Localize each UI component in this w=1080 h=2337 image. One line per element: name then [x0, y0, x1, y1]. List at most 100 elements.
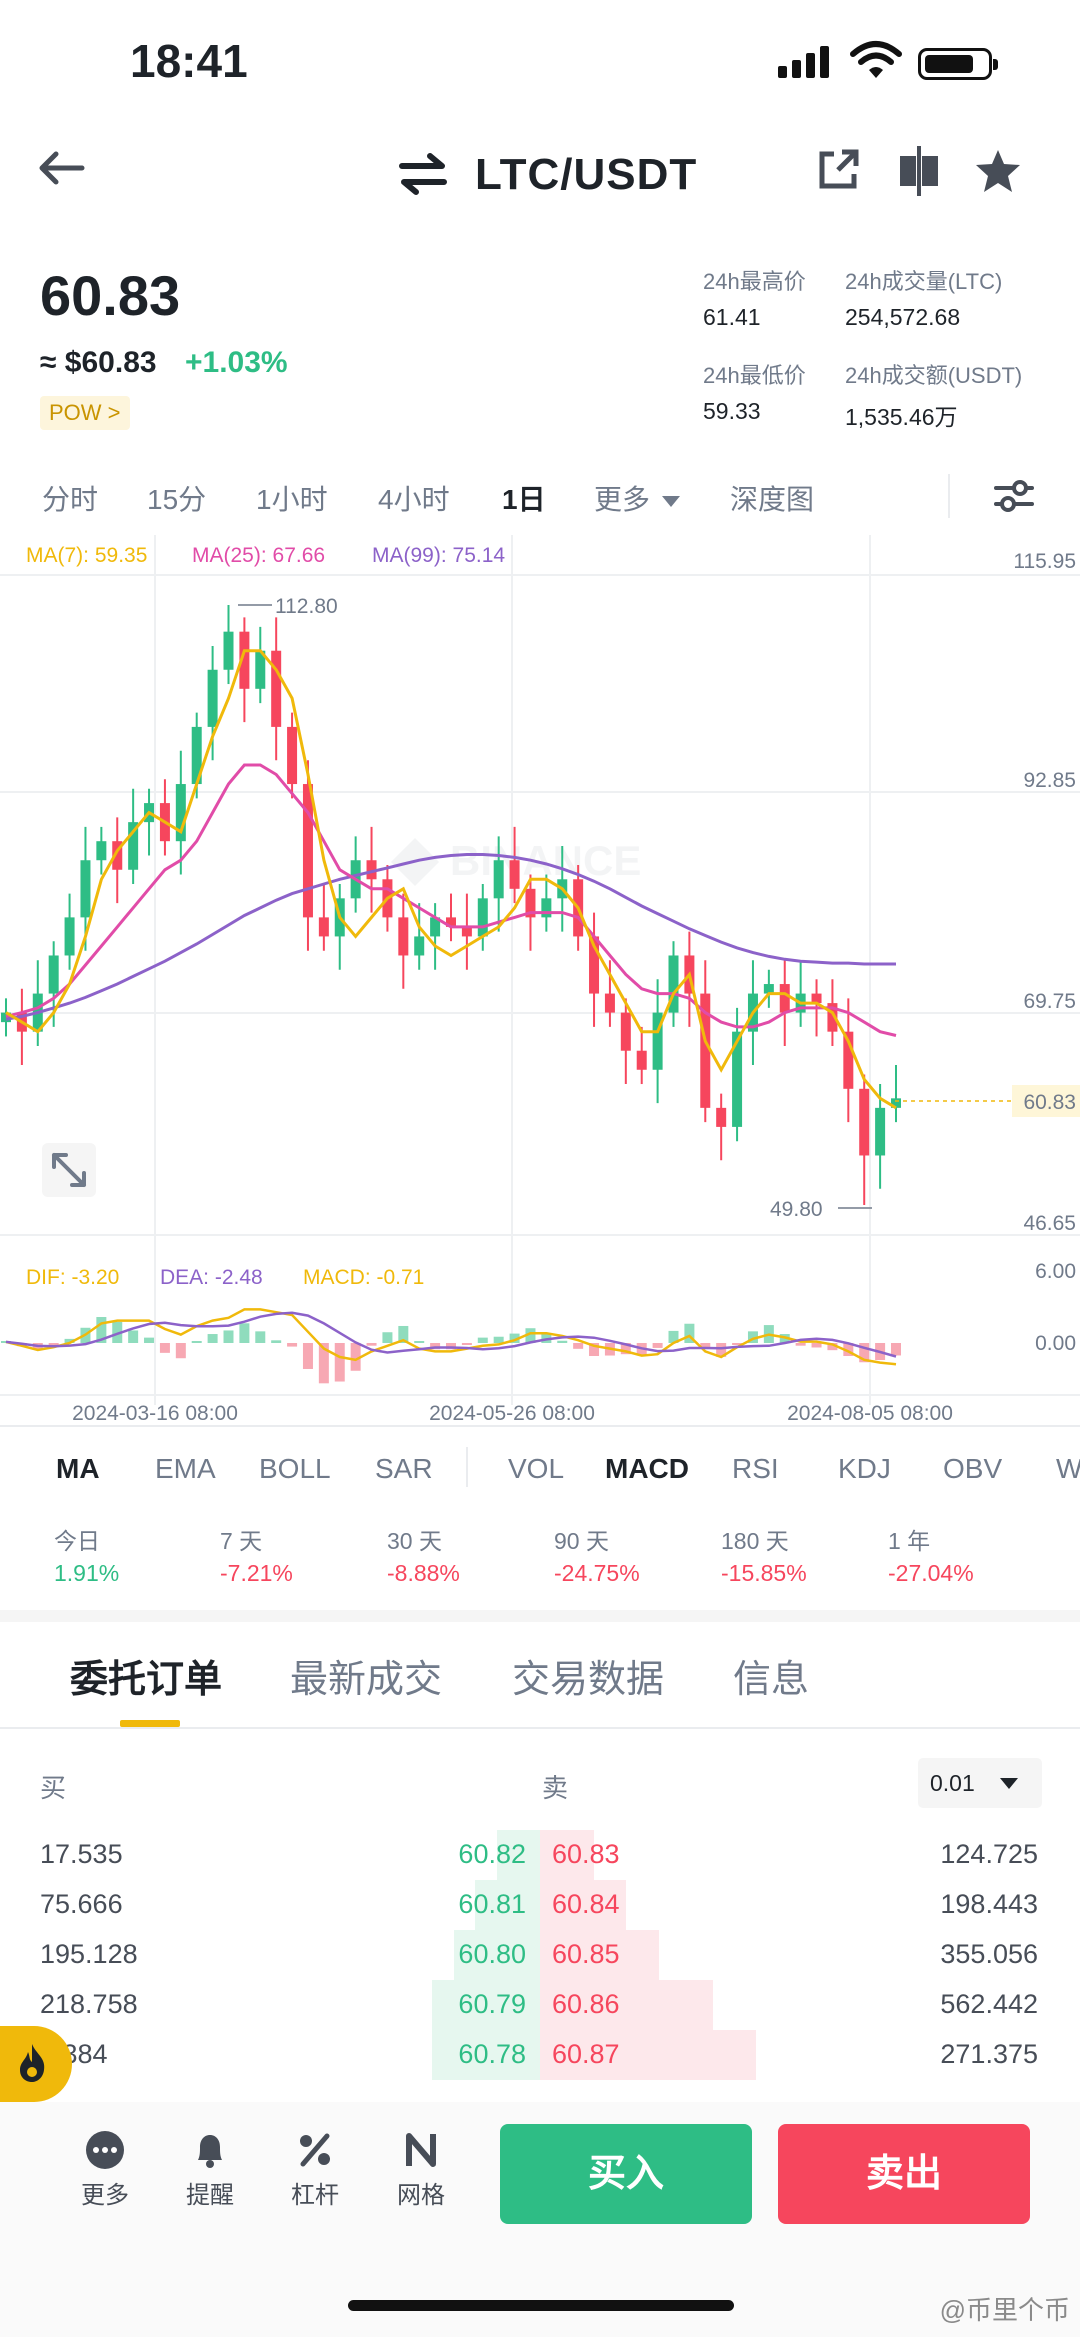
candle-body	[96, 841, 107, 861]
indicator-rsi[interactable]: RSI	[732, 1453, 779, 1484]
candle-body	[255, 650, 266, 689]
interval-line[interactable]: 分时	[42, 484, 99, 515]
candle-body	[525, 888, 536, 918]
share-icon[interactable]	[816, 148, 860, 192]
macd-bar	[207, 1334, 218, 1343]
ask-quantity: 562.442	[940, 1989, 1038, 2019]
tab-info[interactable]: 信息	[733, 1659, 810, 1701]
indicator-wr[interactable]: WR	[1056, 1453, 1080, 1484]
candle-body	[414, 936, 425, 956]
macd-bar	[477, 1337, 488, 1343]
back-arrow-icon[interactable]	[36, 148, 86, 188]
indicator-boll[interactable]: BOLL	[259, 1453, 331, 1484]
macd-bar	[414, 1341, 425, 1343]
interval-1d[interactable]: 1日	[502, 484, 546, 515]
indicator-macd[interactable]: MACD	[605, 1453, 689, 1484]
home-indicator	[348, 2300, 734, 2311]
macd-bar	[859, 1343, 870, 1363]
perf-label: 90 天	[554, 1528, 609, 1554]
ma25-line	[5, 763, 897, 1037]
last-price: 60.83	[40, 264, 181, 327]
wifi-icon	[850, 41, 902, 78]
indicator-divider	[466, 1447, 468, 1487]
ask-quantity: 355.056	[940, 1939, 1038, 1969]
buy-button[interactable]: 买入	[500, 2124, 752, 2224]
swap-pair-icon[interactable]	[398, 152, 448, 196]
low-label: 24h最低价	[703, 363, 806, 388]
favorite-star-icon[interactable]	[974, 148, 1022, 194]
last-price-tag	[1012, 1085, 1080, 1117]
ma25-legend: MA(25): 67.66	[192, 544, 325, 567]
chart-settings-icon[interactable]	[992, 476, 1036, 516]
interval-4h[interactable]: 4小时	[378, 484, 450, 515]
low-marker-label: 49.80	[770, 1198, 823, 1221]
interval-1h[interactable]: 1小时	[256, 484, 328, 515]
ask-depth-bar	[540, 1930, 659, 1980]
pair-title[interactable]: LTC/USDT	[475, 150, 698, 199]
candle-body	[891, 1098, 901, 1108]
tab-underline	[120, 1720, 180, 1727]
macd-bar	[96, 1317, 107, 1343]
perf-label: 30 天	[387, 1528, 442, 1554]
chart-section-divider	[0, 1425, 1080, 1427]
indicator-ema[interactable]: EMA	[155, 1453, 216, 1484]
sell-button[interactable]: 卖出	[778, 2124, 1030, 2224]
candle-body	[175, 784, 186, 842]
time-axis-label: 2024-05-26 08:00	[429, 1402, 595, 1425]
candle-body	[620, 1012, 631, 1051]
macd-bar	[811, 1343, 822, 1348]
expand-chart-icon[interactable]	[42, 1143, 96, 1197]
macd-bar	[398, 1325, 409, 1343]
grid-button[interactable]: 网格	[386, 2130, 456, 2220]
candle-body	[207, 669, 218, 727]
candle-body	[64, 917, 75, 956]
candle-body	[716, 1107, 727, 1127]
tab-trades[interactable]: 最新成交	[290, 1659, 443, 1701]
price-axis-label: 69.75	[1023, 990, 1076, 1013]
ask-price: 60.83	[552, 1839, 620, 1869]
ask-depth-bar	[540, 2030, 756, 2080]
orderbook-row[interactable]: 195.128 60.80 60.85 355.056	[0, 1930, 1080, 1980]
orderbook-row[interactable]: 1.384 60.78 60.87 271.375	[0, 2030, 1080, 2080]
ask-quantity: 124.725	[940, 1839, 1038, 1869]
macd-bar	[668, 1330, 679, 1343]
macd-bar	[430, 1343, 441, 1350]
perf-value: -27.04%	[888, 1560, 974, 1586]
orderbook-row[interactable]: 218.758 60.79 60.86 562.442	[0, 1980, 1080, 2030]
indicator-sar[interactable]: SAR	[375, 1453, 433, 1484]
fire-fab[interactable]	[0, 2026, 72, 2102]
candle-body	[271, 650, 282, 727]
candle-body	[128, 822, 139, 870]
perf-label: 7 天	[220, 1528, 263, 1554]
tab-trading-data[interactable]: 交易数据	[512, 1659, 665, 1701]
ask-price: 60.85	[552, 1939, 620, 1969]
macd-bar	[366, 1343, 377, 1346]
orderbook-row[interactable]: 75.666 60.81 60.84 198.443	[0, 1880, 1080, 1930]
interval-15m[interactable]: 15分	[147, 484, 207, 515]
indicator-vol[interactable]: VOL	[508, 1453, 565, 1484]
tab-divider	[948, 474, 950, 518]
candle-body	[589, 936, 600, 994]
macd-bar	[716, 1343, 727, 1357]
candle-mode-icon[interactable]	[898, 146, 940, 196]
candle-body	[112, 841, 123, 870]
alert-button[interactable]: 提醒	[175, 2130, 245, 2220]
indicator-ma[interactable]: MA	[56, 1453, 100, 1484]
more-button[interactable]: 更多	[70, 2130, 140, 2220]
change-percent: +1.03%	[185, 346, 288, 379]
indicator-obv[interactable]: OBV	[943, 1453, 1003, 1484]
interval-more[interactable]: 更多	[594, 478, 680, 518]
precision-select[interactable]: 0.01	[918, 1758, 1042, 1808]
margin-button[interactable]: 杠杆	[280, 2130, 350, 2220]
perf-value: -15.85%	[721, 1560, 807, 1586]
depth-chart-tab[interactable]: 深度图	[730, 484, 815, 515]
indicator-kdj[interactable]: KDJ	[838, 1453, 891, 1484]
macd-bar	[684, 1323, 695, 1343]
pow-tag[interactable]: POW >	[40, 396, 130, 430]
precision-value: 0.01	[930, 1770, 975, 1796]
orderbook-row[interactable]: 17.535 60.82 60.83 124.725	[0, 1830, 1080, 1880]
kline-chart[interactable]: BINANCE MA(7): 59.35 MA(25): 67.66 MA(99…	[0, 535, 1080, 1425]
candle-body	[446, 917, 456, 927]
tab-orders[interactable]: 委托订单	[70, 1659, 223, 1701]
macd-bar	[175, 1343, 186, 1359]
